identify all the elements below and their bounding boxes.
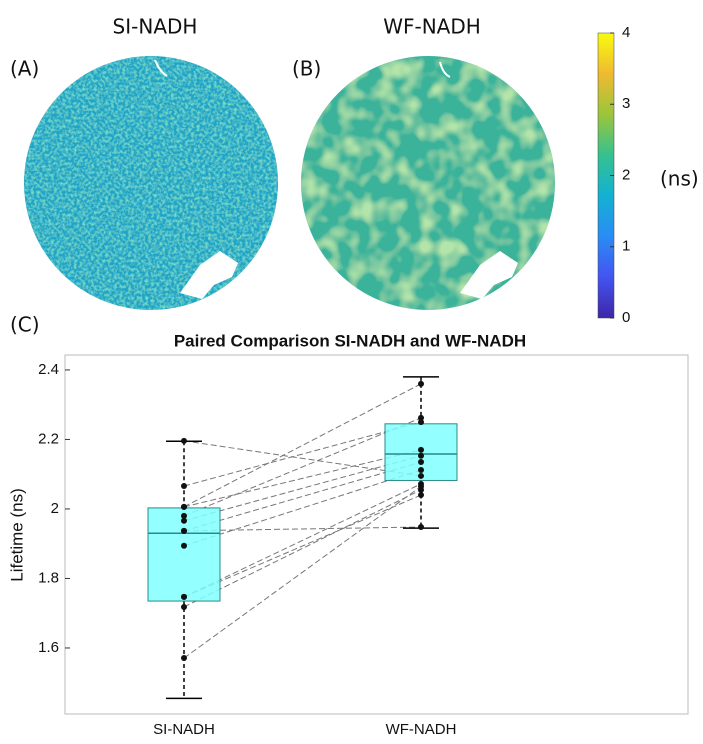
x-tick-label: SI-NADH bbox=[153, 721, 215, 738]
y-tick-label: 2.2 bbox=[38, 430, 59, 447]
y-tick-label: 1.8 bbox=[38, 569, 59, 586]
pair-line bbox=[183, 494, 422, 598]
data-point bbox=[181, 603, 187, 610]
pair-line bbox=[183, 421, 422, 487]
panel-title: SI-NADH bbox=[113, 15, 198, 39]
lifetime-image bbox=[301, 56, 555, 310]
panel-label: (A) bbox=[10, 57, 39, 81]
data-point bbox=[181, 542, 187, 549]
data-point bbox=[418, 467, 424, 474]
image-artifact bbox=[154, 59, 168, 77]
pair-line bbox=[183, 469, 422, 547]
data-point bbox=[181, 512, 187, 519]
y-tick-label: 1.6 bbox=[38, 639, 59, 656]
data-point bbox=[418, 446, 424, 453]
data-point bbox=[418, 414, 424, 421]
y-tick-label: 2 bbox=[51, 500, 59, 517]
data-point bbox=[418, 472, 424, 479]
y-tick-label: 2.4 bbox=[38, 361, 59, 378]
pair-line bbox=[183, 449, 422, 508]
lifetime-image bbox=[24, 56, 278, 310]
data-point bbox=[418, 459, 424, 466]
data-point bbox=[418, 483, 424, 490]
data-point bbox=[418, 419, 424, 426]
colorbar-tick-label: 1 bbox=[622, 238, 630, 255]
colorbar-tick-label: 4 bbox=[622, 24, 630, 41]
plot-frame bbox=[64, 354, 689, 715]
pair-line bbox=[183, 489, 422, 608]
data-point bbox=[181, 655, 187, 662]
pair-line bbox=[183, 455, 422, 522]
data-point bbox=[418, 492, 424, 499]
data-point bbox=[181, 483, 187, 490]
data-point bbox=[181, 517, 187, 524]
data-point bbox=[418, 380, 424, 387]
data-point bbox=[418, 524, 424, 531]
pair-line bbox=[183, 417, 422, 517]
colorbar-tick-label: 2 bbox=[622, 166, 630, 183]
panel-label: (C) bbox=[10, 313, 40, 337]
colorbar-tick-label: 0 bbox=[622, 309, 630, 326]
image-gap bbox=[180, 251, 238, 299]
pair-line bbox=[183, 526, 422, 532]
panel-title: WF-NADH bbox=[383, 15, 481, 39]
y-axis-label: Lifetime (ns) bbox=[7, 488, 26, 582]
pair-line bbox=[183, 440, 422, 477]
colorbar-tick-label: 3 bbox=[622, 95, 630, 112]
data-point bbox=[181, 527, 187, 534]
data-point bbox=[181, 437, 187, 444]
data-point bbox=[181, 593, 187, 600]
pair-line bbox=[183, 461, 422, 532]
image-gap bbox=[460, 251, 518, 299]
data-point bbox=[181, 503, 187, 510]
image-artifact bbox=[439, 61, 451, 78]
pair-line bbox=[183, 485, 422, 659]
colorbar-label: (ns) bbox=[660, 167, 699, 191]
data-point bbox=[418, 452, 424, 459]
pair-line bbox=[183, 483, 422, 598]
panel-label: (B) bbox=[292, 57, 321, 81]
x-tick-label: WF-NADH bbox=[386, 721, 457, 738]
chart-title: Paired Comparison SI-NADH and WF-NADH bbox=[174, 331, 526, 350]
